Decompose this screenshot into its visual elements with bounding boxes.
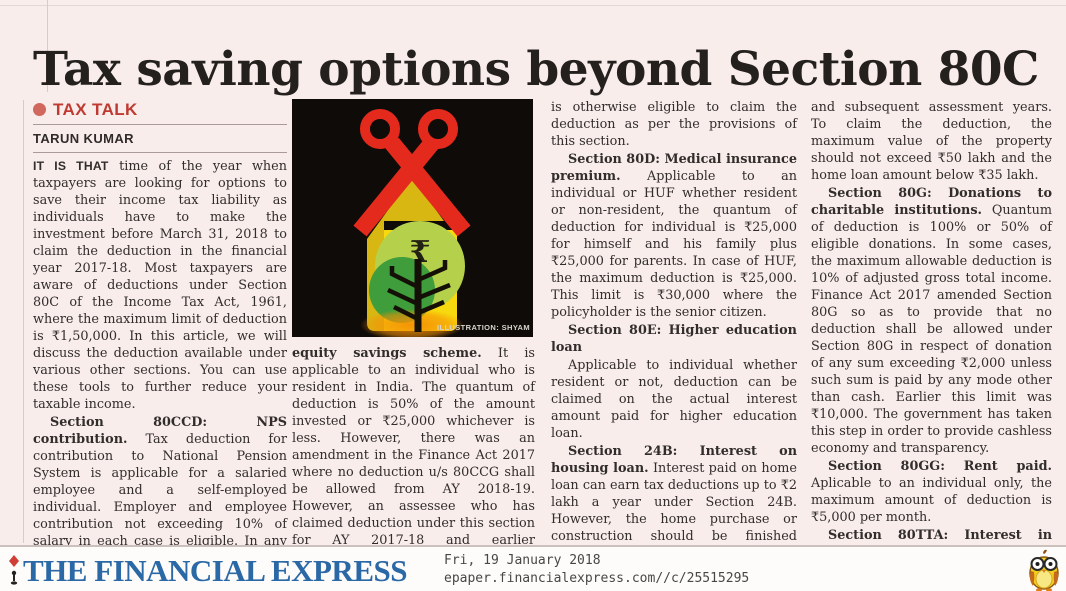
footer-meta: Fri, 19 January 2018 epaper.financialexp… [444,552,749,587]
illustration-credit: ILLUSTRATION: SHYAM [436,323,530,332]
byline: TARUN KUMAR [33,131,134,146]
kicker-label: TAX TALK [53,100,138,119]
paragraph-text: time of the year when taxpayers are look… [33,159,287,412]
article-column-1: TAX TALK TARUN KUMAR IT IS THAT time of … [33,99,287,591]
article-column-2: ₹ ILLUSTRATION: SHYAM [292,99,535,584]
owl-mascot-icon [1029,549,1059,591]
paragraph-lead: Section 80G: Donations to charitable ins… [811,186,1052,218]
house-scissors-tree-illustration: ₹ [292,99,533,341]
edition-date: Fri, 19 January 2018 [444,553,601,568]
page-frame-line [47,0,48,92]
scissors-icon [353,109,471,237]
paragraph-lead: Section 24B: Interest on housing loan. [551,444,797,476]
paragraph-text: Applicable to individual whether residen… [551,358,797,441]
tree-icon [387,259,451,332]
article-paragraph: and subsequent assessment years. To clai… [811,99,1052,184]
paragraph-lead: Section 80D: Medical insurance premium. [551,152,797,184]
article-column-3: is otherwise eligible to claim the deduc… [551,99,797,591]
article-paragraph: Section 80D: Medical insurance premium. … [551,151,797,321]
epaper-url: epaper.financialexpress.com//c/25515295 [444,570,750,586]
kicker-bullet-icon [33,103,46,116]
divider [33,152,287,153]
article-illustration: ₹ ILLUSTRATION: SHYAM [292,99,533,341]
paragraph-lead: Section 80GG: Rent paid. [828,459,1052,474]
epaper-footer: THE FINANCIAL EXPRESS Fri, 19 January 20… [0,545,1066,591]
article-headline: Tax saving options beyond Section 80C [33,42,1039,98]
paragraph-text: and subsequent assessment years. To clai… [811,100,1052,183]
masthead-ornament-icon [9,555,19,585]
paragraph-lead: Section 80E: Higher education loan [551,323,797,355]
article-paragraph: Section 80G: Donations to charitable ins… [811,185,1052,457]
paragraph-text: Aplicable to an individual only, the max… [811,476,1052,525]
article-paragraph: Applicable to individual whether residen… [551,357,797,442]
glow-shape [360,309,464,341]
kicker: TAX TALK [33,101,287,118]
divider [33,124,287,125]
paragraph-text: Quantum of deduction is 100% or 50% of e… [811,203,1052,456]
article-paragraph: Section 80E: Higher education loan [551,322,797,356]
paragraph-text: is otherwise eligible to claim the deduc… [551,100,797,149]
article-paragraph: is otherwise eligible to claim the deduc… [551,99,797,150]
page-frame-line [0,5,1066,6]
paragraph-text: Applicable to an individual or HUF wheth… [551,169,797,320]
article-paragraph: Section 80GG: Rent paid. Aplicable to an… [811,458,1052,526]
paragraph-lead: Section 80CCD: NPS contribution. [33,415,287,447]
paragraph-lead: equity savings scheme. [292,346,482,361]
article-column-4: and subsequent assessment years. To clai… [811,99,1052,591]
article-paragraph: IT IS THAT time of the year when taxpaye… [33,158,287,413]
paragraph-lead: IT IS THAT [33,159,109,173]
page-frame-line [23,100,24,543]
newspaper-masthead: THE FINANCIAL EXPRESS [23,553,407,588]
